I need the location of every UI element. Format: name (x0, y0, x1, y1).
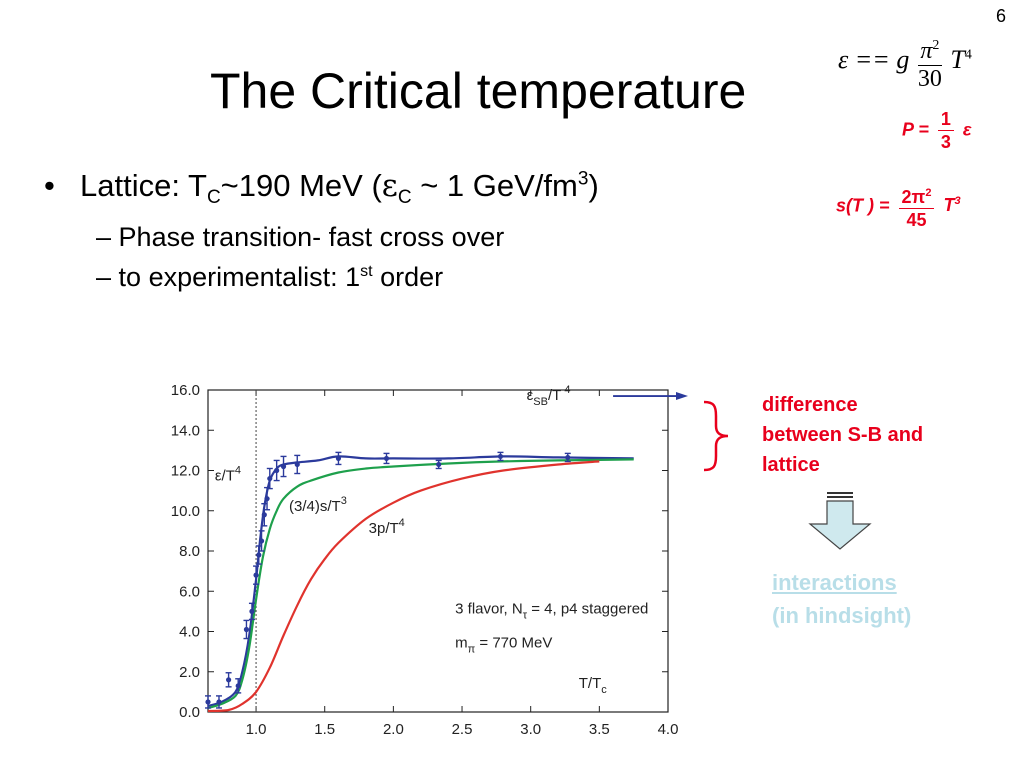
formula-entropy: s(T ) = 2π2 45 T3 (836, 182, 961, 231)
formula-energy-lhs: ε (838, 44, 849, 74)
annotation-line-3: lattice (762, 454, 820, 476)
formula-pressure-fraction: 1 3 (937, 108, 954, 153)
data-point (225, 677, 232, 683)
formula-energy-var: T4 (950, 44, 972, 74)
y-tick-label: 4.0 (179, 624, 200, 641)
y-tick-label: 12.0 (171, 463, 200, 480)
chart-error-points (205, 451, 571, 709)
data-point (436, 461, 442, 468)
series-line (207, 458, 634, 710)
x-tick-label: 2.5 (452, 721, 473, 738)
data-point (294, 461, 300, 468)
x-tick-label: 3.0 (520, 721, 541, 738)
formula-pressure: P = 1 3 ε (902, 108, 972, 153)
x-axis-label: T/Tc (579, 675, 608, 696)
formula-entropy-numerator: 2π2 (898, 182, 935, 209)
formula-energy-eq: == (854, 44, 890, 74)
subbullet-dash: – (96, 262, 112, 292)
data-point (280, 463, 287, 470)
data-point (258, 538, 265, 544)
subbullet-text: Phase transition- fast cross over (118, 222, 505, 252)
sb-limit-label: εSB/T 4 (527, 384, 571, 408)
annotation-line-2: between S-B and (762, 424, 924, 446)
x-tick-label: 2.0 (383, 721, 404, 738)
y-tick-label: 6.0 (179, 583, 200, 600)
interactions-line-1: interactions (772, 570, 897, 595)
data-point (264, 496, 270, 502)
subbullet-dash: – (96, 222, 112, 252)
page-number: 6 (995, 6, 1006, 26)
formula-energy-g: g (896, 44, 910, 74)
bullet-lattice: • Lattice: TC~190 MeV (εC ~ 1 GeV/fm3) (44, 168, 599, 209)
interactions-line-2: (in hindsight) (772, 603, 912, 628)
x-tick-label: 1.0 (246, 721, 267, 738)
formula-energy-denominator: 30 (917, 66, 942, 92)
formula-energy-numerator: π2 (917, 32, 942, 66)
data-point (205, 699, 211, 705)
data-point (253, 572, 259, 578)
data-point (216, 699, 222, 705)
y-tick-label: 2.0 (179, 664, 200, 681)
y-tick-label: 0.0 (179, 704, 200, 721)
formula-energy-density: ε == g π2 30 T4 (838, 32, 972, 92)
x-tick-label: 3.5 (589, 721, 610, 738)
formula-energy-fraction: π2 30 (917, 32, 942, 92)
formula-entropy-fraction: 2π2 45 (898, 182, 935, 231)
subbullet-phase-transition: – Phase transition- fast cross over (96, 222, 504, 253)
formula-pressure-rhs: ε (962, 119, 972, 140)
data-point (249, 608, 255, 614)
chart-annotation: mπ = 770 MeV (455, 635, 552, 656)
chart-annotation: 3 flavor, Nτ = 4, p4 staggered (455, 600, 648, 621)
formula-entropy-var: T3 (943, 195, 961, 216)
data-point (497, 453, 504, 460)
y-tick-label: 8.0 (179, 543, 200, 560)
data-point (383, 455, 390, 462)
subbullet-experimentalist: – to experimentalist: 1st order (96, 262, 443, 293)
formula-entropy-lhs: s(T ) (836, 195, 874, 216)
formula-entropy-denominator: 45 (906, 210, 927, 230)
difference-annotation: difference between S-B and lattice (762, 390, 923, 480)
x-tick-label: 4.0 (658, 721, 679, 738)
y-tick-label: 14.0 (171, 422, 200, 439)
down-arrow-icon (808, 492, 872, 550)
slide-title: The Critical temperature (210, 63, 747, 119)
formula-pressure-lhs: P (902, 119, 914, 140)
y-tick-label: 10.0 (171, 503, 200, 520)
data-point (256, 552, 262, 558)
x-tick-label: 1.5 (314, 721, 335, 738)
sb-limit-arrowhead (676, 392, 688, 401)
data-point (243, 626, 250, 633)
critical-temperature-chart: 0.0 2.0 4.0 6.0 8.0 10.0 12.0 14.0 16.0 1.0 1.5 2.0… (171, 382, 688, 738)
formula-pressure-eq: = (918, 119, 929, 140)
bullet-dot: • (44, 168, 55, 203)
chart-series (207, 455, 634, 713)
plot-frame (207, 389, 669, 713)
chart-axes: 0.0 2.0 4.0 6.0 8.0 10.0 12.0 14.0 16.0 1.0 1.5 2.0… (171, 382, 679, 738)
chart-annotation: 3p/T4 (369, 517, 405, 537)
data-point (235, 683, 241, 689)
interactions-note: interactions (in hindsight) (772, 566, 911, 632)
data-point (274, 467, 280, 474)
y-tick-label: 16.0 (171, 382, 200, 399)
data-point (335, 455, 342, 462)
annotation-line-1: difference (762, 394, 858, 416)
chart-annotation: (3/4)s/T3 (289, 495, 347, 515)
data-point (261, 512, 267, 518)
subbullet-text: to experimentalist: 1st order (118, 262, 444, 292)
series-line (207, 460, 600, 713)
brace-icon (703, 400, 729, 472)
series-line (207, 455, 634, 708)
data-point (565, 454, 571, 461)
chart-annotation: ε/T4 (215, 465, 241, 485)
data-point (267, 475, 273, 482)
formula-pressure-numerator: 1 (937, 108, 954, 131)
formula-entropy-eq: = (879, 195, 890, 216)
formula-pressure-denominator: 3 (940, 132, 951, 152)
chart-labels: εSB/T 4 ε/T4 (3/4)s/T3 3p/T4 3 flavor, Nτ = … (215, 384, 688, 696)
